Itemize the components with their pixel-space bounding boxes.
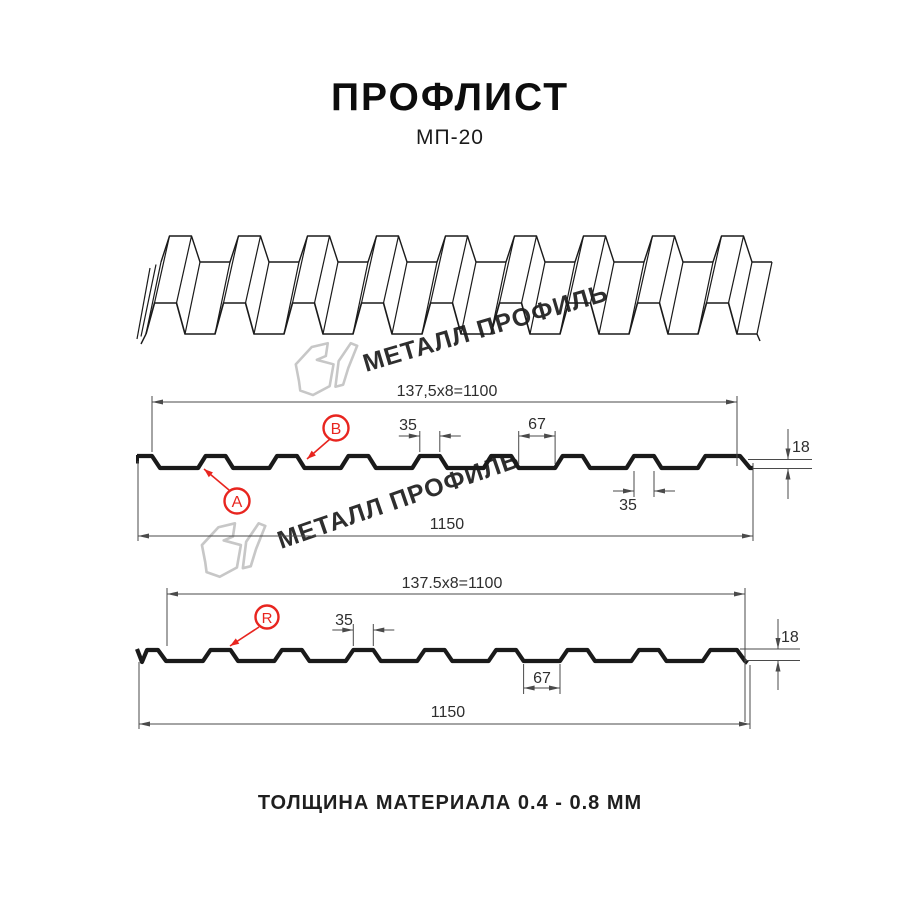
dim-groove-width-bottom: 67 — [533, 670, 551, 687]
marker-b-circle — [322, 414, 350, 442]
marker-a-circle — [223, 487, 251, 515]
dim-groove-width-top: 67 — [528, 416, 546, 433]
dim-overall-width-top: 1150 — [430, 516, 465, 533]
dim-rib-bottom-width-top: 35 — [619, 497, 637, 514]
dim-height-top: 18 — [792, 439, 810, 456]
profile-section-top — [136, 396, 812, 541]
dim-working-width-top: 137,5x8=1100 — [397, 383, 498, 400]
brand-logo-watermark — [200, 521, 267, 579]
marker-b-label: B — [331, 421, 342, 438]
watermark-text: МЕТАЛЛ ПРОФИЛЬ — [360, 279, 612, 378]
brand-logo-watermark — [294, 341, 359, 397]
material-note: ТОЛЩИНА МАТЕРИАЛА 0.4 - 0.8 ММ — [257, 792, 643, 814]
dim-working-width-bottom: 137.5x8=1100 — [402, 575, 503, 592]
dim-overall-width-bottom: 1150 — [431, 704, 466, 721]
dim-height-bottom: 18 — [781, 629, 799, 646]
profile-section-bottom — [135, 588, 800, 729]
dim-rib-top-width-top: 35 — [399, 417, 417, 434]
dim-rib-top-width-bottom: 35 — [335, 612, 353, 629]
marker-a-label: A — [232, 494, 243, 511]
marker-r-circle — [254, 604, 280, 630]
page-subtitle: МП-20 — [416, 126, 484, 149]
sheet-3d-drawing — [136, 235, 773, 345]
page-title: ПРОФЛИСТ — [330, 76, 570, 119]
marker-r-label: R — [262, 610, 273, 627]
